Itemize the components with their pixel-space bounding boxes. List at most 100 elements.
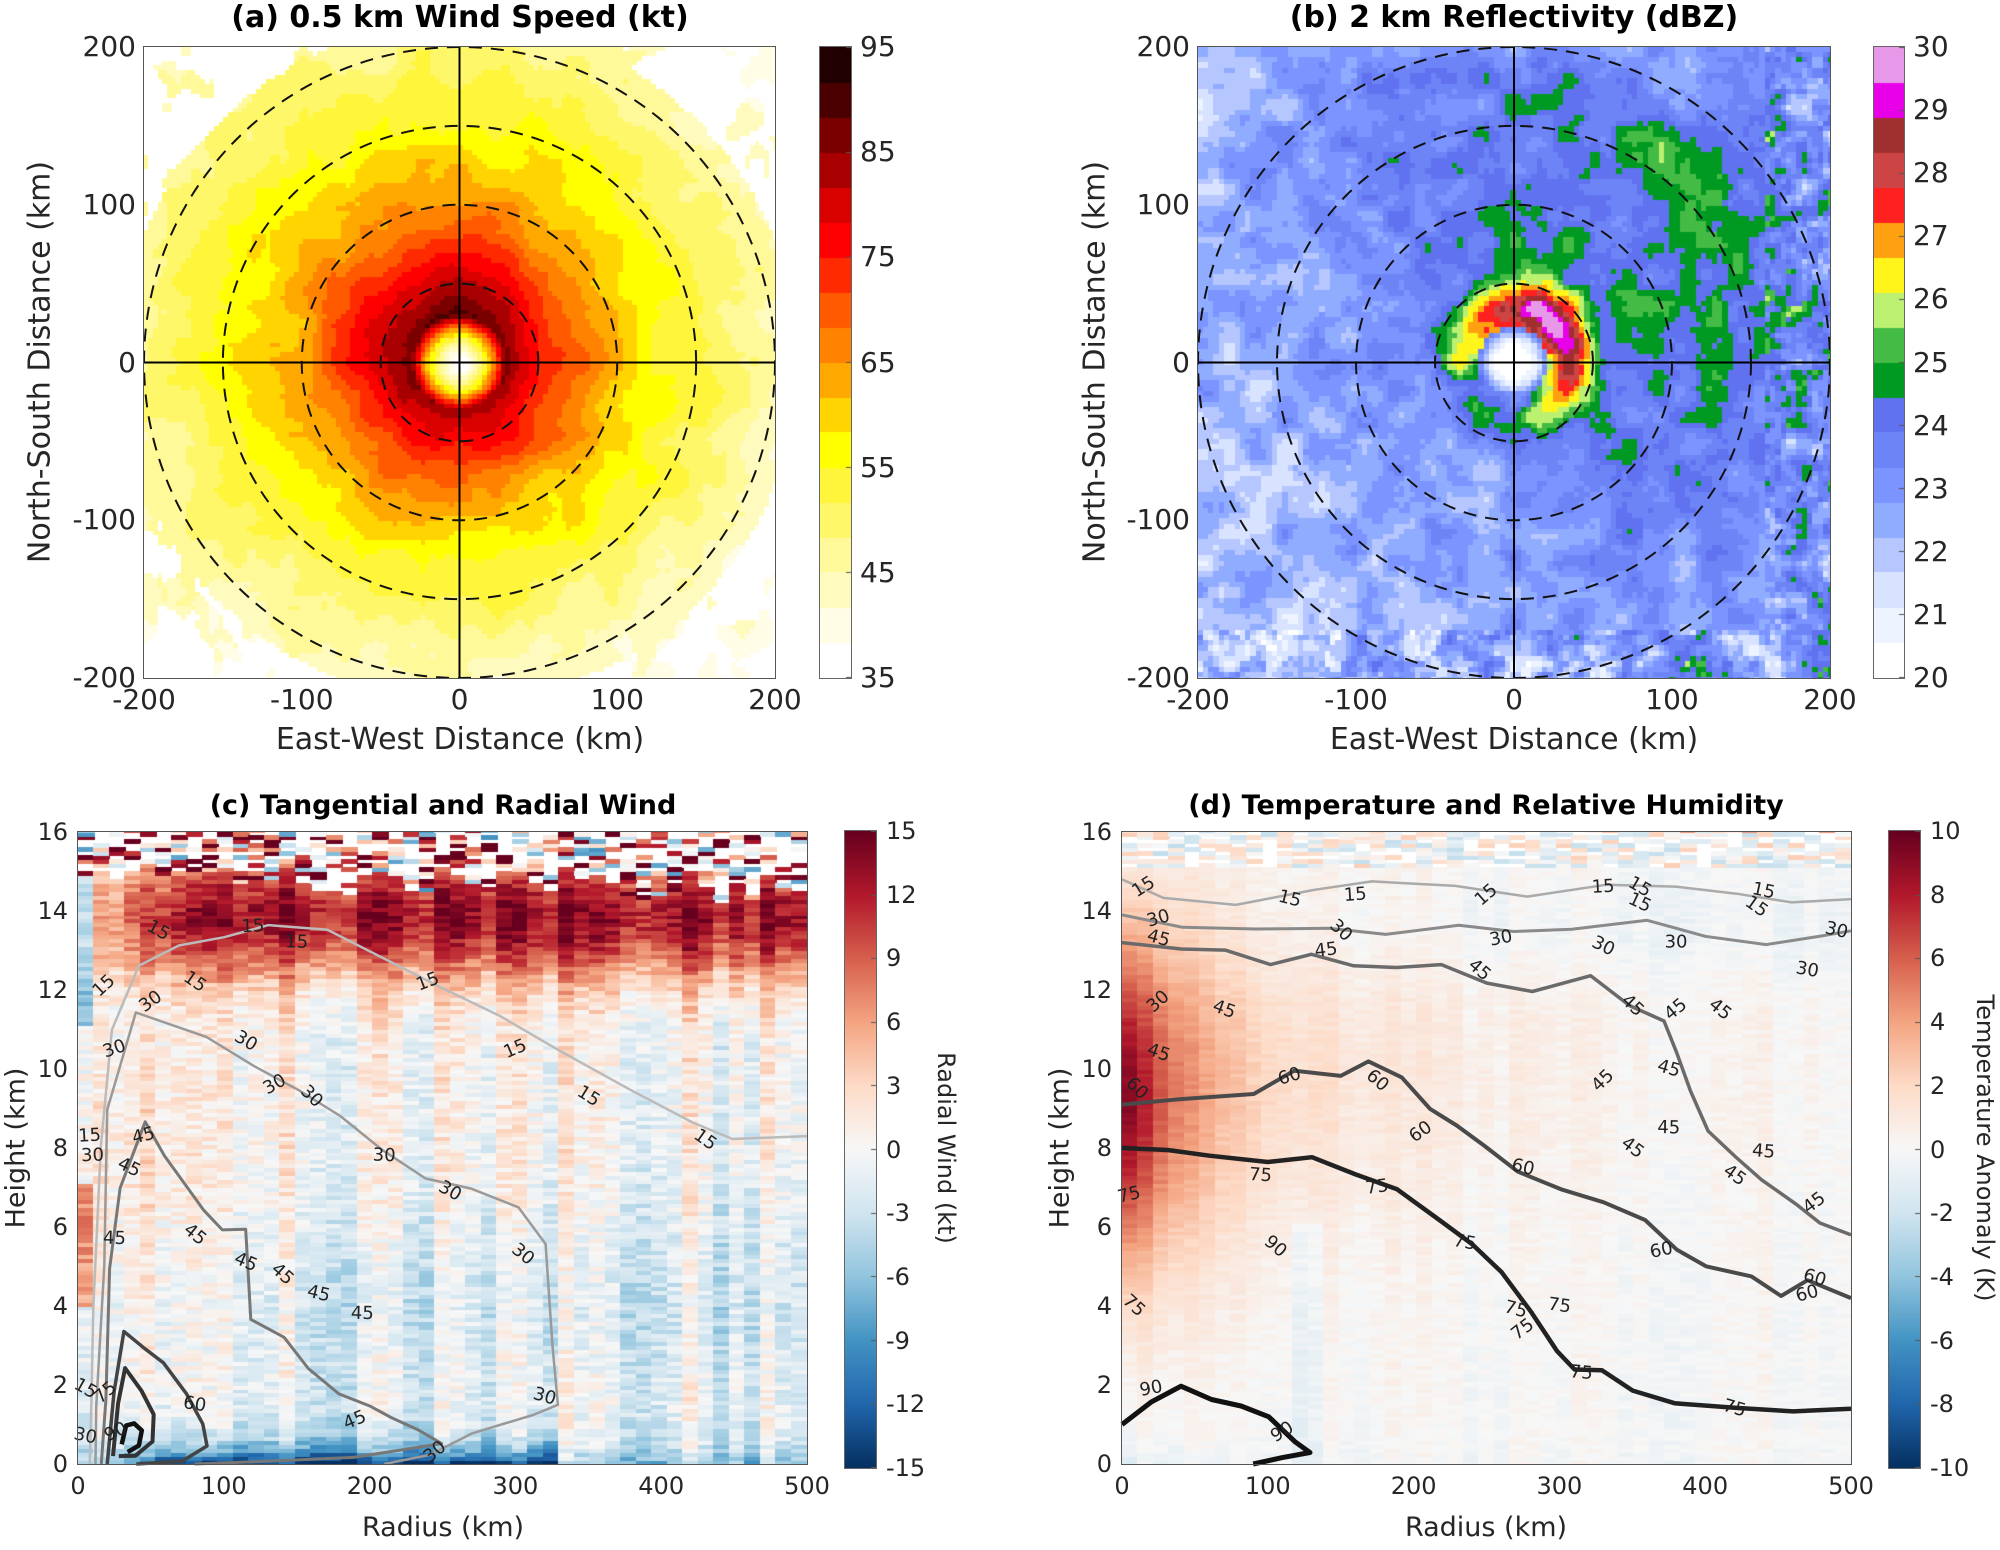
- tick-label: 0: [1114, 1472, 1130, 1500]
- tick-label: 15: [886, 817, 917, 845]
- tick-label: 16: [37, 818, 68, 846]
- contour-label: 30: [231, 1026, 261, 1056]
- tick-label: 0: [1505, 683, 1523, 716]
- contour-label: 45: [351, 1303, 374, 1324]
- tick-label: -200: [1126, 661, 1190, 694]
- tick-label: 0: [52, 1450, 68, 1478]
- tick-label: 10: [37, 1055, 68, 1083]
- contour-label: 15: [1128, 872, 1159, 902]
- tick-label: 55: [860, 450, 896, 484]
- contour-label: 75: [1452, 1230, 1478, 1255]
- tick-label: 200: [346, 1472, 393, 1500]
- tick-label: -9: [886, 1326, 910, 1355]
- tick-label: 400: [1682, 1472, 1729, 1500]
- contour-label: 45: [231, 1248, 260, 1276]
- range-ring: [300, 203, 619, 522]
- range-ring: [1355, 203, 1673, 522]
- contour-label: 30: [259, 1070, 289, 1099]
- tick-label: -4: [1930, 1262, 1954, 1291]
- tick-label: 200: [82, 30, 136, 63]
- tick-label: 14: [1081, 897, 1112, 925]
- contour-label: 75: [1118, 1290, 1149, 1321]
- tick-label: 500: [784, 1472, 830, 1500]
- contour-label: 15: [143, 916, 173, 945]
- tick-label: -2: [1930, 1199, 1954, 1228]
- tick-label: 100: [200, 1472, 247, 1500]
- panel-c-title: (c) Tangential and Radial Wind: [209, 790, 677, 821]
- contour-label: 75: [1569, 1361, 1594, 1384]
- panel-d-colorbar-label: Temperature Anomaly (K): [1971, 994, 1999, 1302]
- contour-label: 45: [114, 1153, 144, 1182]
- tick-label: 95: [860, 30, 896, 63]
- contour-label: 30: [72, 1423, 99, 1448]
- tick-label: -8: [1930, 1390, 1954, 1419]
- contour-line-30: [1121, 913, 1852, 947]
- contour-label: 30: [372, 1145, 396, 1167]
- tick-label: 300: [1536, 1472, 1583, 1500]
- tick-label: 0: [886, 1135, 902, 1164]
- contour-label: 30: [1488, 926, 1514, 951]
- tick-label: 200: [748, 683, 802, 716]
- contour-label: 75: [1248, 1164, 1272, 1187]
- tick-label: 3: [886, 1071, 902, 1100]
- contour-label: 15: [88, 970, 119, 1001]
- contour-label: 15: [573, 1081, 604, 1111]
- panel-b-overlay: [1197, 46, 1831, 679]
- tick-label: 2: [1096, 1371, 1112, 1399]
- tick-label: 200: [1136, 30, 1190, 63]
- tick-label: 22: [1913, 534, 1949, 568]
- tick-label: 200: [1803, 683, 1857, 716]
- panel-d-ylabel: Height (km): [1044, 1067, 1076, 1229]
- contour-label: 60: [1648, 1238, 1675, 1263]
- tick-label: 20: [1913, 661, 1949, 694]
- panel-d-title: (d) Temperature and Relative Humidity: [1188, 790, 1784, 821]
- tick-label: -100: [269, 683, 334, 716]
- contour-label: 15: [1343, 883, 1367, 906]
- contour-label: 30: [81, 1145, 105, 1167]
- tick-label: -10: [1930, 1454, 1970, 1482]
- tick-label: 4: [1096, 1292, 1112, 1320]
- tick-label: -200: [112, 683, 176, 716]
- tick-label: 8: [1096, 1134, 1112, 1162]
- panel-c-colorbar-frame: [844, 830, 877, 1469]
- tick-label: 0: [70, 1472, 86, 1500]
- tick-label: 500: [1828, 1472, 1874, 1500]
- tick-label: 0: [1096, 1450, 1112, 1478]
- contour-label: 45: [1210, 995, 1239, 1023]
- tick-label: 27: [1913, 219, 1949, 253]
- contour-label: 45: [1705, 994, 1736, 1025]
- tick-label: 300: [492, 1472, 539, 1500]
- contour-label: 60: [1276, 1063, 1304, 1090]
- contour-line-45: [1121, 940, 1852, 1237]
- panel-d-colorbar-frame: [1888, 830, 1921, 1469]
- tick-label: 10: [1930, 817, 1961, 845]
- contour-label: 30: [1143, 986, 1174, 1017]
- tick-label: 65: [860, 345, 896, 379]
- contour-line-75: [111, 1366, 156, 1459]
- tick-label: 0: [1930, 1135, 1946, 1164]
- contour-line-90: [1120, 1383, 1313, 1467]
- contour-line-75: [1121, 1145, 1852, 1414]
- contour-label: 15: [501, 1035, 530, 1063]
- contour-label: 45: [1751, 1140, 1776, 1163]
- contour-label: 30: [296, 1081, 327, 1112]
- panel-c-colorbar: [845, 831, 876, 1468]
- contour-label: 45: [267, 1259, 298, 1290]
- tick-label: 26: [1913, 282, 1949, 316]
- tick-label: 30: [1913, 30, 1949, 63]
- panel-b-colorbar: [1874, 47, 1904, 678]
- tick-label: 4: [52, 1292, 68, 1320]
- panel-b-title: (b) 2 km Reflectivity (dBZ): [1289, 0, 1739, 35]
- contour-label: 75: [1721, 1395, 1749, 1422]
- range-ring: [1434, 282, 1594, 443]
- contour-label: 75: [1547, 1294, 1573, 1318]
- tick-label: 6: [1930, 944, 1946, 973]
- tick-label: 85: [860, 135, 896, 169]
- tick-label: 16: [1081, 818, 1112, 846]
- contour-label: 30: [100, 1035, 128, 1062]
- contour-label: 45: [1313, 938, 1338, 962]
- contour-label: 90: [1138, 1376, 1164, 1401]
- contour-label: 30: [135, 986, 166, 1016]
